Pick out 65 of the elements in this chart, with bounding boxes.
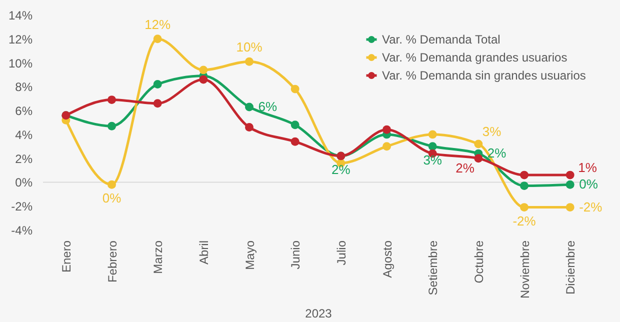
data-label: 3% <box>482 124 502 139</box>
data-label: 2% <box>456 160 475 176</box>
data-label: 0% <box>102 190 122 206</box>
x-tick-label: Marzo <box>151 240 166 274</box>
point <box>428 142 437 151</box>
x-tick-label: Enero <box>59 240 74 273</box>
point <box>245 102 254 112</box>
point <box>474 140 483 148</box>
point <box>520 182 528 190</box>
point <box>428 130 437 139</box>
x-tick-label: Abril <box>196 240 211 265</box>
y-tick-label: 4% <box>15 128 33 142</box>
y-tick-label: 8% <box>15 80 33 94</box>
point <box>290 120 300 130</box>
point <box>290 137 300 146</box>
y-tick-label: 12% <box>8 32 33 46</box>
point <box>382 142 391 151</box>
point <box>153 80 162 89</box>
x-tick-label: Febrero <box>105 240 120 283</box>
data-label: 6% <box>258 98 278 114</box>
point <box>566 180 574 189</box>
legend-label: Var. % Demanda sin grandes usuarios <box>382 68 586 82</box>
point <box>153 99 162 108</box>
point <box>566 203 574 212</box>
data-label: 2% <box>332 162 351 177</box>
data-label: 2% <box>487 146 507 161</box>
legend-label: Var. % Demanda grandes usuarios <box>382 50 568 64</box>
x-tick-label: Agosto <box>380 240 394 278</box>
data-label: -2% <box>512 213 536 228</box>
y-tick-label: 2% <box>15 152 33 166</box>
y-tick-label: 6% <box>15 104 33 118</box>
x-tick-label: Julio <box>334 240 348 266</box>
data-label: 12% <box>144 16 172 32</box>
point <box>474 154 483 163</box>
x-tick-label: Setiembre <box>426 240 440 296</box>
x-tick-label: Noviembre <box>518 240 532 299</box>
point <box>566 170 574 180</box>
point <box>520 203 528 212</box>
point <box>199 66 208 74</box>
point <box>199 75 208 84</box>
data-label: 3% <box>423 152 442 168</box>
point <box>382 125 391 134</box>
y-tick-label: 10% <box>8 56 33 70</box>
legend-label: Var. % Demanda Total <box>382 32 500 46</box>
x-tick-label: Junio <box>288 240 303 270</box>
y-tick-label: 14% <box>8 8 33 22</box>
point <box>108 122 116 130</box>
point <box>520 170 528 180</box>
y-tick-label: -4% <box>11 224 33 238</box>
point <box>245 123 254 132</box>
x-tick-label: Mayo <box>242 240 257 270</box>
x-tick-label: Octubre <box>472 240 486 284</box>
point <box>108 96 116 104</box>
y-tick-label: 0% <box>15 176 33 190</box>
data-label: -2% <box>579 199 603 214</box>
point <box>108 180 116 189</box>
x-tick-label: Diciembre <box>564 240 578 295</box>
point <box>245 57 254 66</box>
x-axis-title: 2023 <box>305 306 332 321</box>
point <box>153 34 162 44</box>
point <box>290 84 300 94</box>
data-label: 0% <box>579 176 598 192</box>
y-tick-label: -2% <box>11 200 33 214</box>
data-label: 10% <box>236 40 263 55</box>
data-label: 1% <box>578 160 598 176</box>
